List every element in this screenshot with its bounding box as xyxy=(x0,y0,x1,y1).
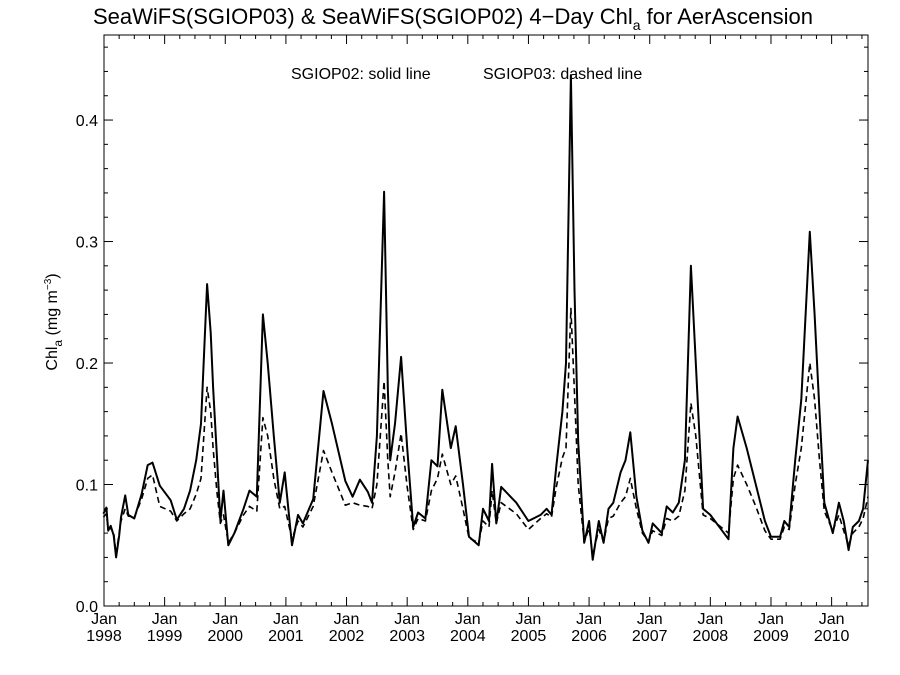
x-tick-year-label: 2000 xyxy=(207,628,243,645)
x-tick-year-label: 2003 xyxy=(389,628,425,645)
x-tick-month-label: Jan xyxy=(91,611,117,628)
annotation-dashed-line: SGIOP03: dashed line xyxy=(483,66,642,83)
x-tick-month-label: Jan xyxy=(516,611,542,628)
x-tick-year-label: 2006 xyxy=(571,628,607,645)
series-layer xyxy=(102,74,869,561)
x-tick-year-label: 2009 xyxy=(753,628,789,645)
series-line-sgiop02 xyxy=(102,74,869,561)
x-tick-month-label: Jan xyxy=(334,611,360,628)
x-tick-month-label: Jan xyxy=(273,611,299,628)
x-tick-year-label: 2008 xyxy=(693,628,729,645)
plot-frame xyxy=(103,34,869,607)
x-tick-year-label: 2004 xyxy=(450,628,486,645)
x-tick-month-label: Jan xyxy=(758,611,784,628)
x-tick-month-label: Jan xyxy=(394,611,420,628)
y-tick-label: 0.1 xyxy=(76,478,98,495)
y-axis-label-superscript: −3 xyxy=(43,278,54,290)
y-tick-label: 0.3 xyxy=(76,235,98,252)
x-tick-month-label: Jan xyxy=(152,611,178,628)
x-tick-year-label: 2002 xyxy=(329,628,365,645)
x-tick-year-label: 1998 xyxy=(86,628,122,645)
y-axis-label-units: (mg m xyxy=(44,290,61,340)
chart-title-tail: for AerAscension xyxy=(641,4,813,29)
y-axis-label-main: Chl xyxy=(44,347,61,371)
x-tick-month-label: Jan xyxy=(576,611,602,628)
y-tick-label: 0.4 xyxy=(76,113,98,130)
x-tick-month-label: Jan xyxy=(212,611,238,628)
y-axis-label: Chla (mg m−3) xyxy=(43,273,65,370)
y-axis-label-close: ) xyxy=(44,273,61,278)
plot-area: 0.00.10.20.30.4 Jan1998Jan1999Jan2000Jan… xyxy=(76,34,869,645)
x-tick-month-label: Jan xyxy=(455,611,481,628)
x-tick-year-label: 2007 xyxy=(632,628,668,645)
chart-title: SeaWiFS(SGIOP03) & SeaWiFS(SGIOP02) 4−Da… xyxy=(93,4,813,33)
x-tick-year-label: 1999 xyxy=(147,628,183,645)
x-tick-year-label: 2010 xyxy=(814,628,850,645)
chart-title-subscript: a xyxy=(633,17,641,33)
y-tick-label: 0.2 xyxy=(76,356,98,373)
y-tick-label: 0.0 xyxy=(76,599,98,616)
x-tick-year-label: 2005 xyxy=(511,628,547,645)
x-tick-month-label: Jan xyxy=(697,611,723,628)
y-axis-ticks: 0.0 0.1 0.2 0.3 0.4 xyxy=(76,46,868,616)
x-tick-month-label: Jan xyxy=(637,611,663,628)
x-tick-month-label: Jan xyxy=(819,611,845,628)
series-line-sgiop03 xyxy=(102,307,869,556)
y-axis-label-subscript: a xyxy=(51,340,65,347)
chart-title-main: SeaWiFS(SGIOP03) & SeaWiFS(SGIOP02) 4−Da… xyxy=(93,4,633,29)
x-axis-ticks: Jan1998Jan1999Jan2000Jan2001Jan2002Jan20… xyxy=(86,35,863,645)
annotation-solid-line: SGIOP02: solid line xyxy=(291,66,431,83)
x-tick-year-label: 2001 xyxy=(268,628,304,645)
